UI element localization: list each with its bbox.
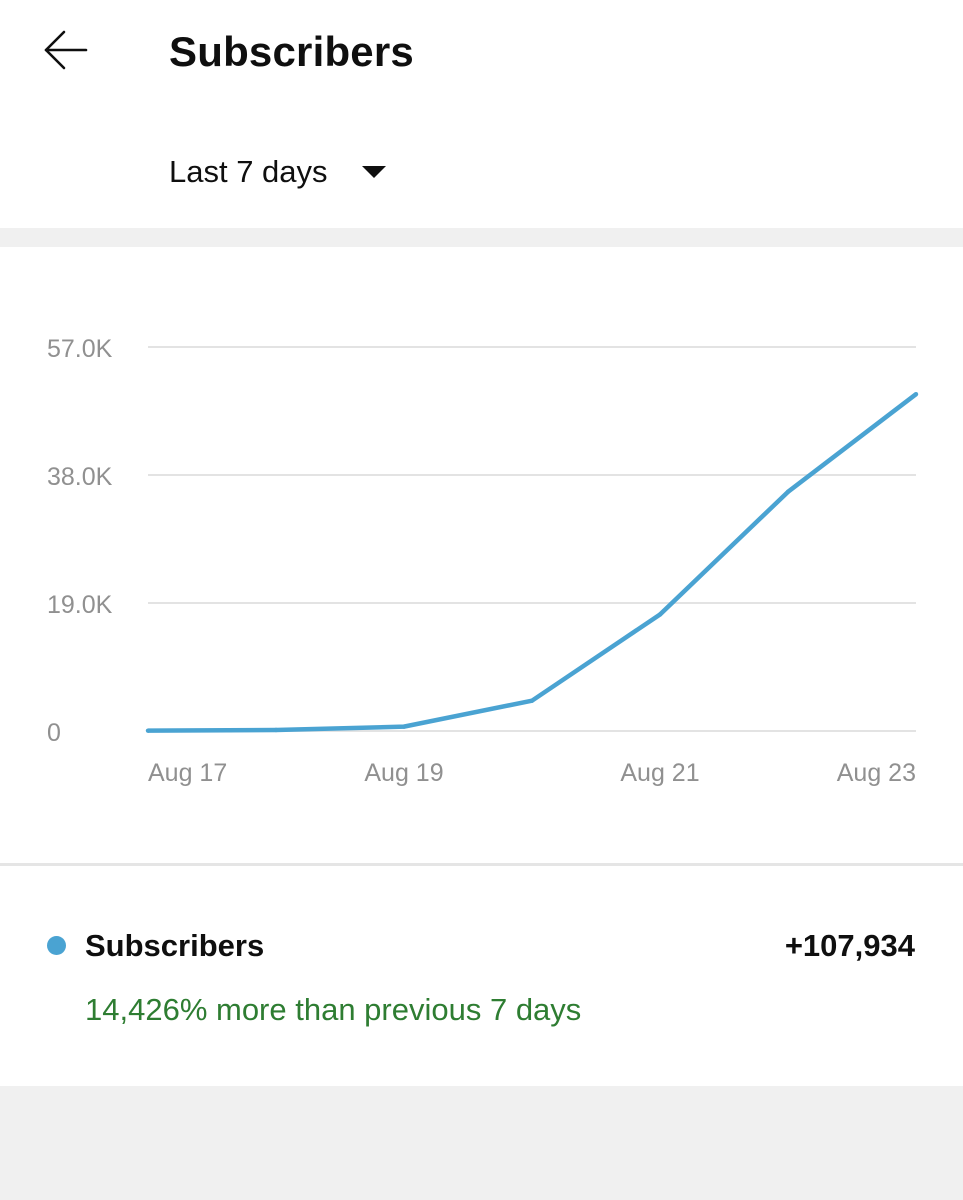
x-tick-label: Aug 17 <box>148 759 227 787</box>
chart-panel: 0 19.0K 38.0K 57.0K Aug 17 Aug 19 Aug 21 Aug 23 <box>0 247 963 863</box>
series-legend-dot <box>47 936 66 955</box>
data-point <box>145 728 151 733</box>
caret-down-icon <box>361 166 386 178</box>
summary-panel: Subscribers +107,934 14,426% more than p… <box>0 866 963 1086</box>
period-dropdown-label: Last 7 days <box>169 154 328 189</box>
x-tick-label: Aug 19 <box>364 759 443 787</box>
arrow-left-icon <box>44 30 88 70</box>
data-point <box>273 727 279 733</box>
data-point <box>529 698 535 703</box>
series-name: Subscribers <box>85 928 265 963</box>
divider <box>0 863 963 866</box>
y-tick-label: 38.0K <box>47 463 113 491</box>
data-point <box>785 489 791 495</box>
series-line <box>147 392 918 733</box>
y-tick-label: 19.0K <box>47 591 113 619</box>
subscribers-line-chart: 0 19.0K 38.0K 57.0K Aug 17 Aug 19 Aug 21 Aug 23 <box>47 335 919 787</box>
series-comparison: 14,426% more than previous 7 days <box>85 992 582 1027</box>
y-tick-label: 0 <box>47 719 61 747</box>
header-panel: Subscribers Last 7 days <box>0 0 963 228</box>
x-tick-label: Aug 23 <box>837 759 916 787</box>
series-total: +107,934 <box>784 928 915 963</box>
page-title: Subscribers <box>169 28 414 75</box>
back-button[interactable] <box>30 20 102 80</box>
y-tick-label: 57.0K <box>47 335 113 363</box>
data-point <box>657 612 663 617</box>
data-point <box>401 724 407 729</box>
x-tick-label: Aug 21 <box>620 759 699 787</box>
period-dropdown[interactable]: Last 7 days <box>169 146 386 198</box>
data-point <box>913 391 919 397</box>
